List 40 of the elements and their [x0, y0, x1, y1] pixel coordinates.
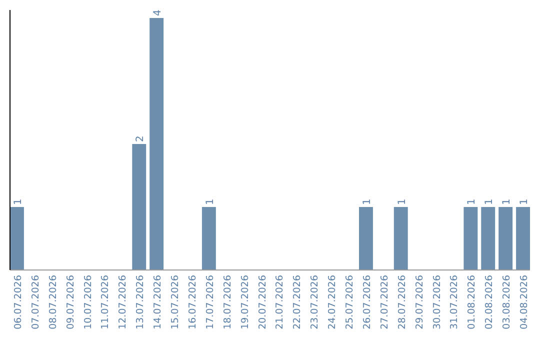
x-tick-label: 12.07.2026 — [118, 275, 129, 330]
x-tick-label: 29.07.2026 — [414, 275, 426, 330]
x-tick-label: 23.07.2026 — [310, 275, 321, 330]
x-tick-label: 07.07.2026 — [30, 275, 42, 330]
x-tick-label: 31.07.2026 — [449, 275, 460, 330]
data-label: 1 — [396, 198, 408, 205]
x-tick-label: 15.07.2026 — [170, 275, 182, 330]
x-tick-label: 11.07.2026 — [100, 275, 112, 330]
data-label: 4 — [152, 10, 164, 16]
x-tick-label: 19.07.2026 — [240, 275, 251, 330]
x-tick-label: 28.07.2026 — [396, 275, 408, 330]
x-tick-label: 08.07.2026 — [48, 275, 59, 330]
x-tick-label: 06.07.2026 — [12, 275, 24, 330]
x-tick-label: 10.07.2026 — [82, 275, 94, 330]
x-tick-label: 16.07.2026 — [187, 275, 198, 330]
x-tick-label: 27.07.2026 — [379, 275, 390, 330]
data-label: 2 — [135, 136, 146, 142]
data-label: 1 — [502, 198, 513, 205]
data-label: 1 — [362, 198, 373, 205]
data-label: 1 — [12, 198, 24, 205]
x-tick-label: 01.08.2026 — [466, 275, 478, 330]
data-label: 1 — [466, 198, 478, 205]
x-tick-label: 14.07.2026 — [152, 275, 164, 330]
x-tick-label: 02.08.2026 — [484, 275, 496, 330]
x-tick-label: 24.07.2026 — [327, 275, 338, 330]
x-tick-label: 09.07.2026 — [65, 275, 76, 330]
x-tick-label: 25.07.2026 — [344, 275, 356, 330]
x-tick-label: 04.08.2026 — [519, 275, 530, 330]
x-tick-label: 03.08.2026 — [502, 275, 513, 330]
x-tick-label: 20.07.2026 — [257, 275, 268, 330]
x-tick-label: 21.07.2026 — [274, 275, 286, 330]
x-tick-label: 17.07.2026 — [204, 275, 216, 330]
x-tick-label: 22.07.2026 — [292, 275, 304, 330]
x-tick-label: 30.07.2026 — [432, 275, 443, 330]
data-label: 1 — [484, 198, 496, 205]
x-tick-label: 18.07.2026 — [222, 275, 234, 330]
x-tick-label: 26.07.2026 — [362, 275, 373, 330]
data-label: 1 — [204, 198, 216, 205]
data-label: 1 — [519, 198, 530, 205]
x-tick-label: 13.07.2026 — [135, 275, 146, 330]
